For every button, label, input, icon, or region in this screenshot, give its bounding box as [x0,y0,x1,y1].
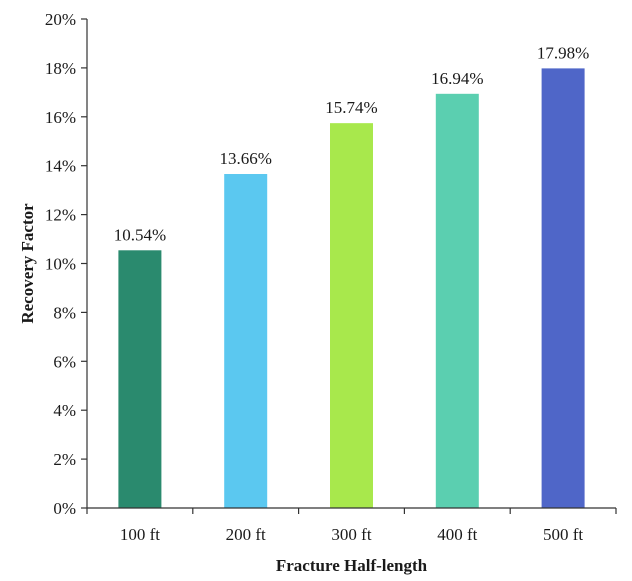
y-tick-label: 6% [53,352,76,371]
y-axis-ticks: 0% 2% 4% 6% 8% 10% 12% 14% 16% 18% 20% [45,10,87,518]
x-tick-label: 400 ft [437,525,477,544]
x-tick-label: 500 ft [543,525,583,544]
bar [435,93,479,508]
y-tick-label: 12% [45,206,76,225]
x-tick-label: 300 ft [331,525,371,544]
bars [118,68,585,509]
bar [224,174,268,508]
y-tick-label: 14% [45,157,76,176]
bar-value-label: 10.54% [114,225,166,244]
bar-value-label: 17.98% [537,43,589,62]
bar [541,68,585,508]
y-tick-label: 4% [53,401,76,420]
bar [330,123,373,509]
y-tick-label: 10% [45,255,76,274]
x-axis-title: Fracture Half-length [276,556,428,575]
y-tick-label: 20% [45,10,76,29]
y-tick-label: 16% [45,108,76,127]
y-tick-label: 18% [45,59,76,78]
y-axis-title: Recovery Factor [18,203,37,324]
bar-value-label: 15.74% [325,98,377,117]
x-axis-ticks: 100 ft 200 ft 300 ft 400 ft 500 ft [86,508,617,544]
y-tick-label: 2% [53,450,76,469]
bar [118,250,162,508]
y-tick-label: 8% [53,303,76,322]
x-tick-label: 100 ft [120,525,160,544]
y-tick-label: 0% [53,499,76,518]
bar-value-label: 16.94% [431,69,483,88]
data-labels: 10.54% 13.66% 15.74% 16.94% 17.98% [114,43,590,244]
bar-value-label: 13.66% [219,149,271,168]
x-tick-label: 200 ft [226,525,266,544]
